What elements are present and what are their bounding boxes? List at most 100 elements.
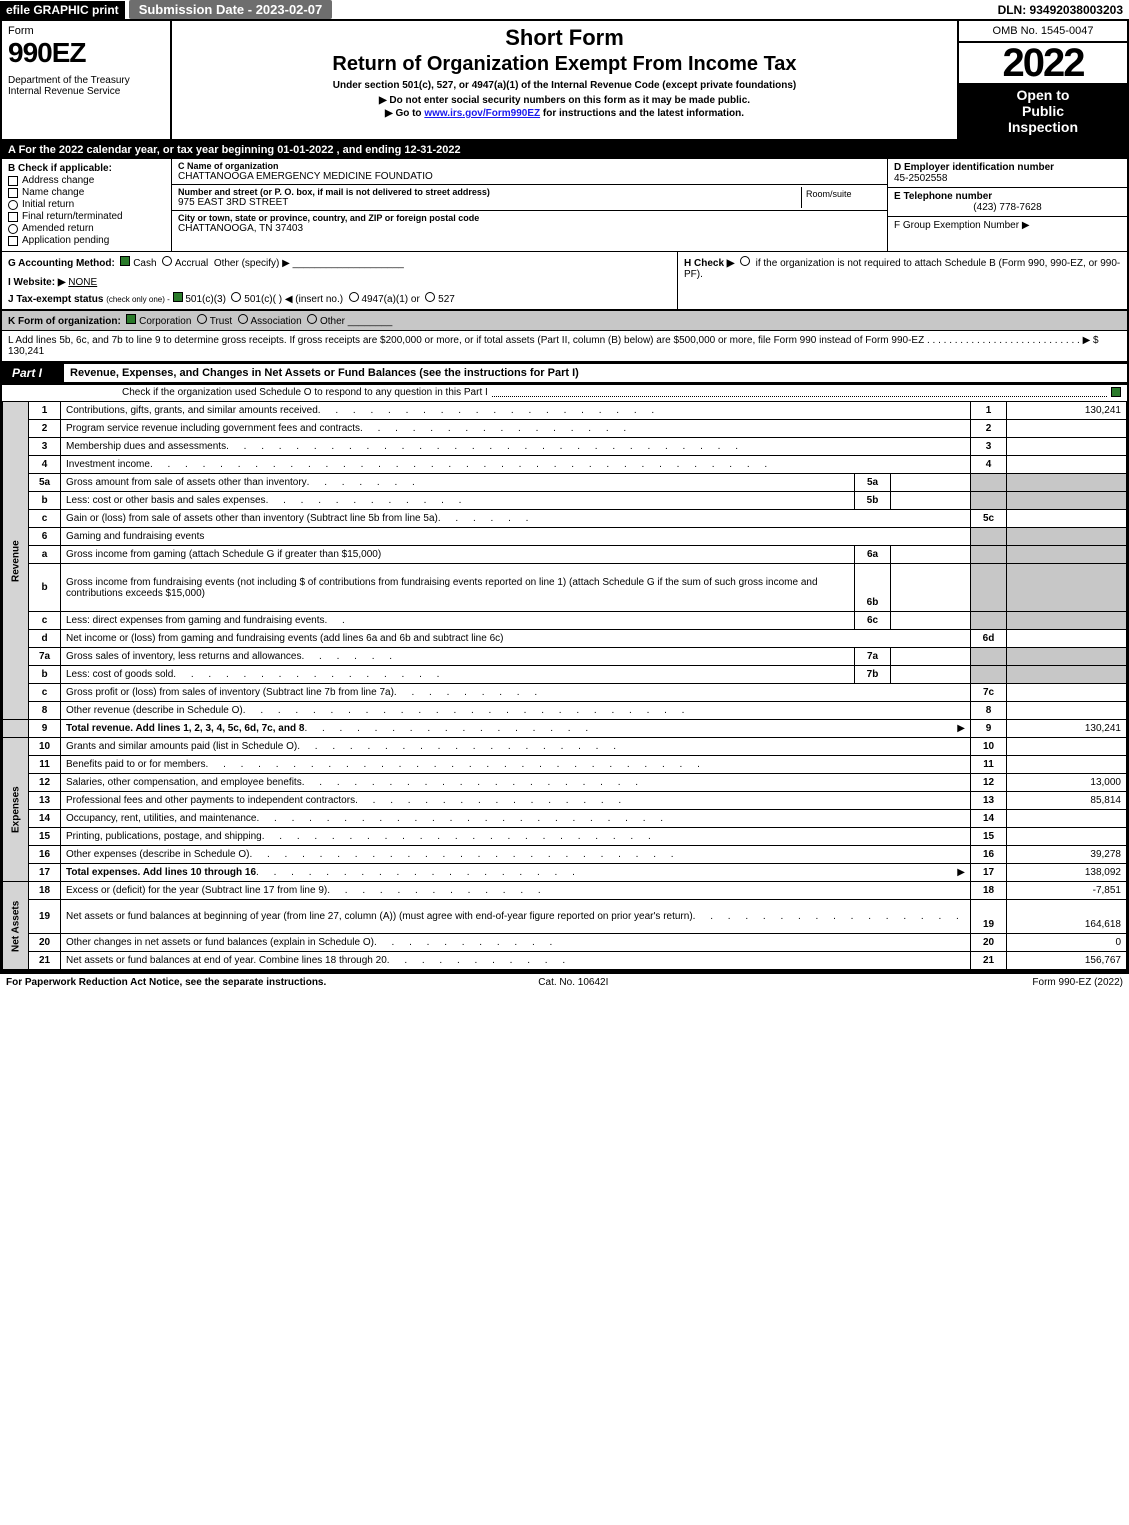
- table-row: 20 Other changes in net assets or fund b…: [3, 934, 1127, 952]
- radio-icon: [8, 200, 18, 210]
- table-row: 19 Net assets or fund balances at beginn…: [3, 900, 1127, 934]
- street-label: Number and street (or P. O. box, if mail…: [178, 187, 801, 197]
- org-name-row: C Name of organization CHATTANOOGA EMERG…: [172, 159, 887, 185]
- line-num: 13: [29, 792, 61, 810]
- line-num: c: [29, 684, 61, 702]
- line-num: 4: [29, 456, 61, 474]
- line-desc: Salaries, other compensation, and employ…: [66, 777, 302, 788]
- row-gh: G Accounting Method: Cash Accrual Other …: [2, 251, 1127, 309]
- line-num: 19: [29, 900, 61, 934]
- short-form-title: Short Form: [180, 25, 949, 51]
- efile-label: efile GRAPHIC print: [0, 1, 125, 19]
- line-ref: 11: [971, 756, 1007, 774]
- chk-amended-return[interactable]: Amended return: [8, 223, 165, 234]
- chk-label: Final return/terminated: [22, 211, 123, 222]
- line-ref: 2: [971, 420, 1007, 438]
- line-value: 130,241: [1007, 720, 1127, 738]
- arrow-icon: ▶: [957, 723, 965, 734]
- table-row: 6 Gaming and fundraising events: [3, 528, 1127, 546]
- irs-link[interactable]: www.irs.gov/Form990EZ: [424, 108, 540, 119]
- mid-ref: 5a: [855, 474, 891, 492]
- header-center: Short Form Return of Organization Exempt…: [172, 21, 957, 139]
- g-label: G Accounting Method:: [8, 258, 115, 269]
- radio-icon: [425, 292, 435, 302]
- grp-label: F Group Exemption Number ▶: [894, 220, 1030, 231]
- footer-left: For Paperwork Reduction Act Notice, see …: [6, 977, 326, 988]
- mid-ref: 7a: [855, 648, 891, 666]
- col-b: B Check if applicable: Address change Na…: [2, 159, 172, 251]
- line-desc: Gross income from gaming (attach Schedul…: [61, 546, 855, 564]
- l-text: L Add lines 5b, 6c, and 7b to line 9 to …: [8, 335, 924, 346]
- chk-application-pending[interactable]: Application pending: [8, 235, 165, 246]
- g-accrual: Accrual: [175, 258, 208, 269]
- line-ref: 21: [971, 952, 1007, 970]
- street-row: Number and street (or P. O. box, if mail…: [172, 185, 887, 211]
- j-sub: (check only one) -: [106, 295, 170, 304]
- table-row: Revenue 1 Contributions, gifts, grants, …: [3, 402, 1127, 420]
- expenses-side-label: Expenses: [3, 738, 29, 882]
- line-ref: 9: [971, 720, 1007, 738]
- part-i-sub: Check if the organization used Schedule …: [2, 385, 1127, 401]
- chk-label: Amended return: [22, 223, 94, 234]
- table-row: 16 Other expenses (describe in Schedule …: [3, 846, 1127, 864]
- chk-address-change[interactable]: Address change: [8, 175, 165, 186]
- tel-label: E Telephone number: [894, 191, 1121, 202]
- room-suite: Room/suite: [801, 187, 881, 208]
- submission-date: Submission Date - 2023-02-07: [129, 0, 333, 19]
- checkbox-icon: [8, 236, 18, 246]
- line-desc: Contributions, gifts, grants, and simila…: [61, 402, 971, 420]
- j-o3: 4947(a)(1) or: [361, 294, 419, 305]
- chk-initial-return[interactable]: Initial return: [8, 199, 165, 210]
- mid-ref: 5b: [855, 492, 891, 510]
- goto-pre: ▶ Go to: [385, 108, 424, 119]
- line-num: a: [29, 546, 61, 564]
- ein-value: 45-2502558: [894, 173, 1121, 184]
- table-row: 7a Gross sales of inventory, less return…: [3, 648, 1127, 666]
- j-o2: 501(c)( ) ◀ (insert no.): [244, 294, 343, 305]
- table-row: 13 Professional fees and other payments …: [3, 792, 1127, 810]
- form-number: 990EZ: [8, 37, 164, 69]
- h-text: if the organization is not required to a…: [684, 258, 1120, 280]
- mid-ref: 7b: [855, 666, 891, 684]
- form-990ez: Form 990EZ Department of the Treasury In…: [0, 19, 1129, 972]
- line-num: 8: [29, 702, 61, 720]
- open-line-2: Public: [963, 103, 1123, 119]
- org-name-label: C Name of organization: [178, 161, 881, 171]
- line-ref: 1: [971, 402, 1007, 420]
- line-ref: 7c: [971, 684, 1007, 702]
- line-desc: Membership dues and assessments: [66, 441, 226, 452]
- table-row: c Gain or (loss) from sale of assets oth…: [3, 510, 1127, 528]
- line-num: d: [29, 630, 61, 648]
- open-line-1: Open to: [963, 87, 1123, 103]
- line-desc: Total expenses. Add lines 10 through 16: [66, 867, 256, 878]
- k-label: K Form of organization:: [8, 316, 121, 327]
- k-o1: Corporation: [139, 316, 191, 327]
- table-row: b Less: cost of goods sold. . . . . . . …: [3, 666, 1127, 684]
- line-num: 16: [29, 846, 61, 864]
- line-num: b: [29, 564, 61, 612]
- open-line-3: Inspection: [963, 119, 1123, 135]
- chk-name-change[interactable]: Name change: [8, 187, 165, 198]
- tax-year: 2022: [959, 43, 1127, 83]
- line-num: 9: [29, 720, 61, 738]
- line-desc: Total revenue. Add lines 1, 2, 3, 4, 5c,…: [66, 723, 304, 734]
- chk-final-return[interactable]: Final return/terminated: [8, 211, 165, 222]
- form-word: Form: [8, 25, 164, 37]
- table-row: a Gross income from gaming (attach Sched…: [3, 546, 1127, 564]
- checkbox-icon: [8, 176, 18, 186]
- omb-number: OMB No. 1545-0047: [959, 21, 1127, 43]
- line-desc: Gross sales of inventory, less returns a…: [66, 651, 301, 662]
- line-desc: Excess or (deficit) for the year (Subtra…: [66, 885, 327, 896]
- dln: DLN: 93492038003203: [998, 3, 1129, 17]
- line-num: 17: [29, 864, 61, 882]
- line-ref: 15: [971, 828, 1007, 846]
- line-ref: 18: [971, 882, 1007, 900]
- part-i-label: Part I: [2, 363, 52, 383]
- line-desc: Less: cost of goods sold: [66, 669, 173, 680]
- line-desc: Net assets or fund balances at beginning…: [66, 911, 693, 922]
- line-ref: 5c: [971, 510, 1007, 528]
- line-ref: 17: [971, 864, 1007, 882]
- checkbox-checked-icon: [120, 256, 130, 266]
- table-row: 2 Program service revenue including gove…: [3, 420, 1127, 438]
- line-num: 7a: [29, 648, 61, 666]
